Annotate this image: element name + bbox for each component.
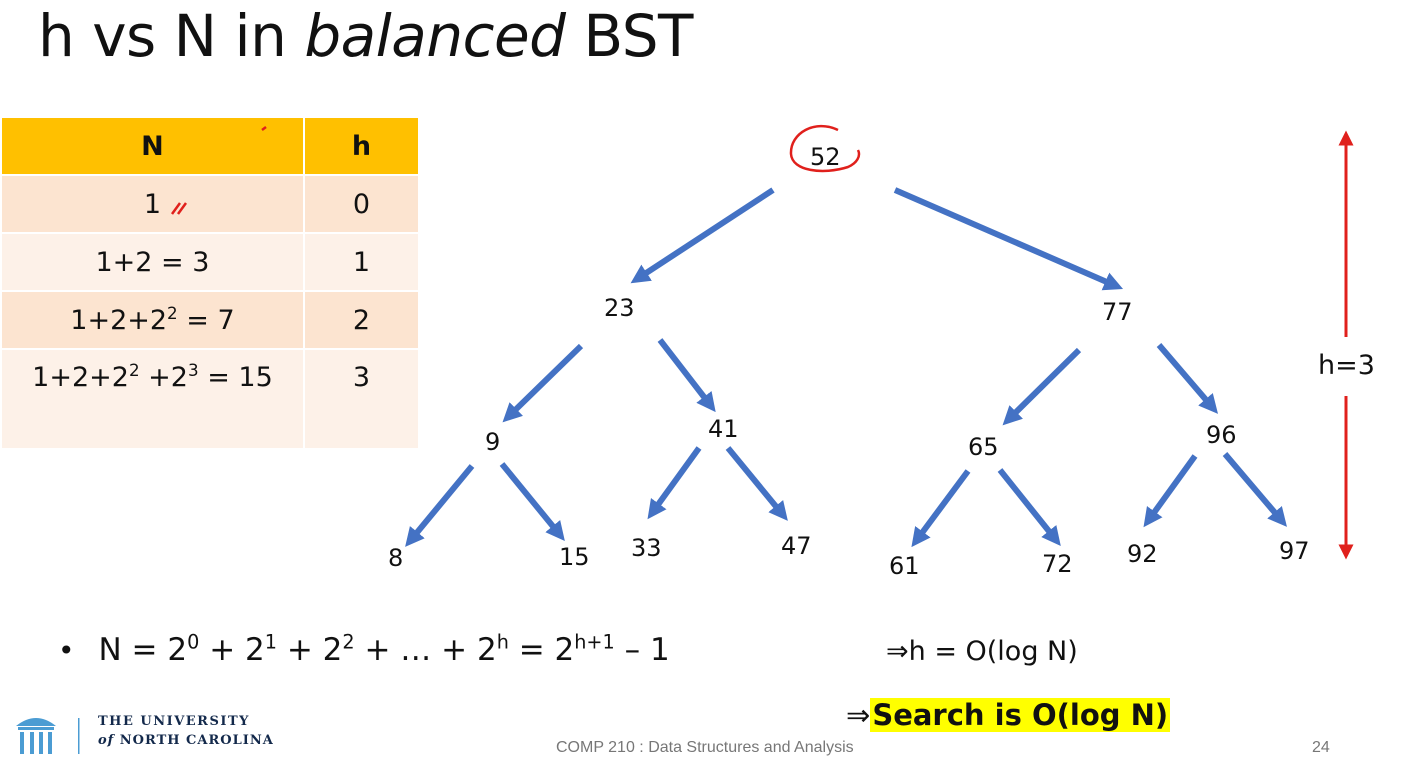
edge-23-9: [502, 343, 584, 423]
tree-node: 96: [1206, 421, 1237, 449]
page-number: 24: [1312, 739, 1330, 756]
edge-96-97: [1222, 452, 1287, 527]
cell-h: 3: [302, 348, 421, 450]
cell-n: 1+2+22 = 7: [0, 290, 305, 350]
tree-node: 15: [559, 543, 590, 571]
formula-bullet: • N = 20 + 21 + 22 + … + 2h = 2h+1 – 1: [58, 630, 670, 668]
university-name: THE UNIVERSITY: [98, 714, 250, 729]
edge-52-23: [630, 187, 775, 284]
edge-65-72: [997, 468, 1061, 546]
tree-node: 65: [968, 433, 999, 461]
cell-n: 1+2 = 3: [0, 232, 305, 292]
slide-title: h vs N in balanced BST: [38, 2, 693, 70]
edge-23-41: [657, 338, 716, 413]
edge-96-92: [1143, 454, 1198, 528]
tree-node: 33: [631, 534, 662, 562]
implication-height: ⇒h = O(log N): [886, 636, 1078, 667]
pen-mark: [170, 202, 188, 215]
cell-n: 1: [0, 174, 305, 234]
header-n: N: [0, 116, 305, 176]
cell-n: 1+2+22 +23 = 15: [0, 348, 305, 450]
course-footer: COMP 210 : Data Structures and Analysis: [556, 739, 854, 756]
edge-9-15: [499, 462, 565, 541]
search-highlight: Search is O(log N): [870, 698, 1171, 732]
table-row: 1+2+22 +23 = 15 3: [0, 348, 421, 450]
cell-h: 0: [302, 174, 421, 234]
old-well-icon: [16, 718, 80, 754]
tree-node: 97: [1279, 537, 1310, 565]
tree-node: 72: [1042, 550, 1073, 578]
table-header-row: N h: [0, 116, 421, 176]
table-row: 1+2+22 = 7 2: [0, 290, 421, 350]
table-row: 1+2 = 3 1: [0, 232, 421, 292]
edge-41-33: [647, 446, 702, 520]
height-label: h=3: [1318, 350, 1375, 381]
tree-node: 77: [1102, 298, 1133, 326]
title-emphasis: balanced: [304, 2, 566, 70]
cell-h: 1: [302, 232, 421, 292]
edge-65-61: [911, 469, 971, 548]
edge-9-8: [405, 464, 475, 547]
tree-node: 9: [485, 428, 501, 456]
cell-h: 2: [302, 290, 421, 350]
n-h-table: N h 1 0 1+2 = 3 1 1+2+22 = 7 2 1+2+22 +2…: [0, 116, 421, 450]
tree-node: 47: [781, 532, 812, 560]
tree-node: 52: [810, 143, 841, 171]
pen-mark: [261, 126, 267, 131]
implication-search: ⇒Search is O(log N): [846, 698, 1171, 732]
tree-edges: [405, 187, 1287, 548]
edge-41-47: [725, 446, 788, 521]
tree-node: 61: [889, 552, 920, 580]
tree-node: 92: [1127, 540, 1158, 568]
header-h: h: [302, 116, 421, 176]
root-annotation-circle: [789, 124, 861, 173]
tree-node: 8: [388, 544, 404, 572]
table-row: 1 0: [0, 174, 421, 234]
edge-77-96: [1156, 343, 1218, 414]
tree-node: 23: [604, 294, 635, 322]
edge-52-77: [893, 187, 1124, 291]
university-name: of NORTH CAROLINA: [98, 733, 274, 748]
bullet-dot: •: [58, 634, 75, 667]
tree-node: 41: [708, 415, 739, 443]
edge-77-65: [1002, 347, 1082, 426]
